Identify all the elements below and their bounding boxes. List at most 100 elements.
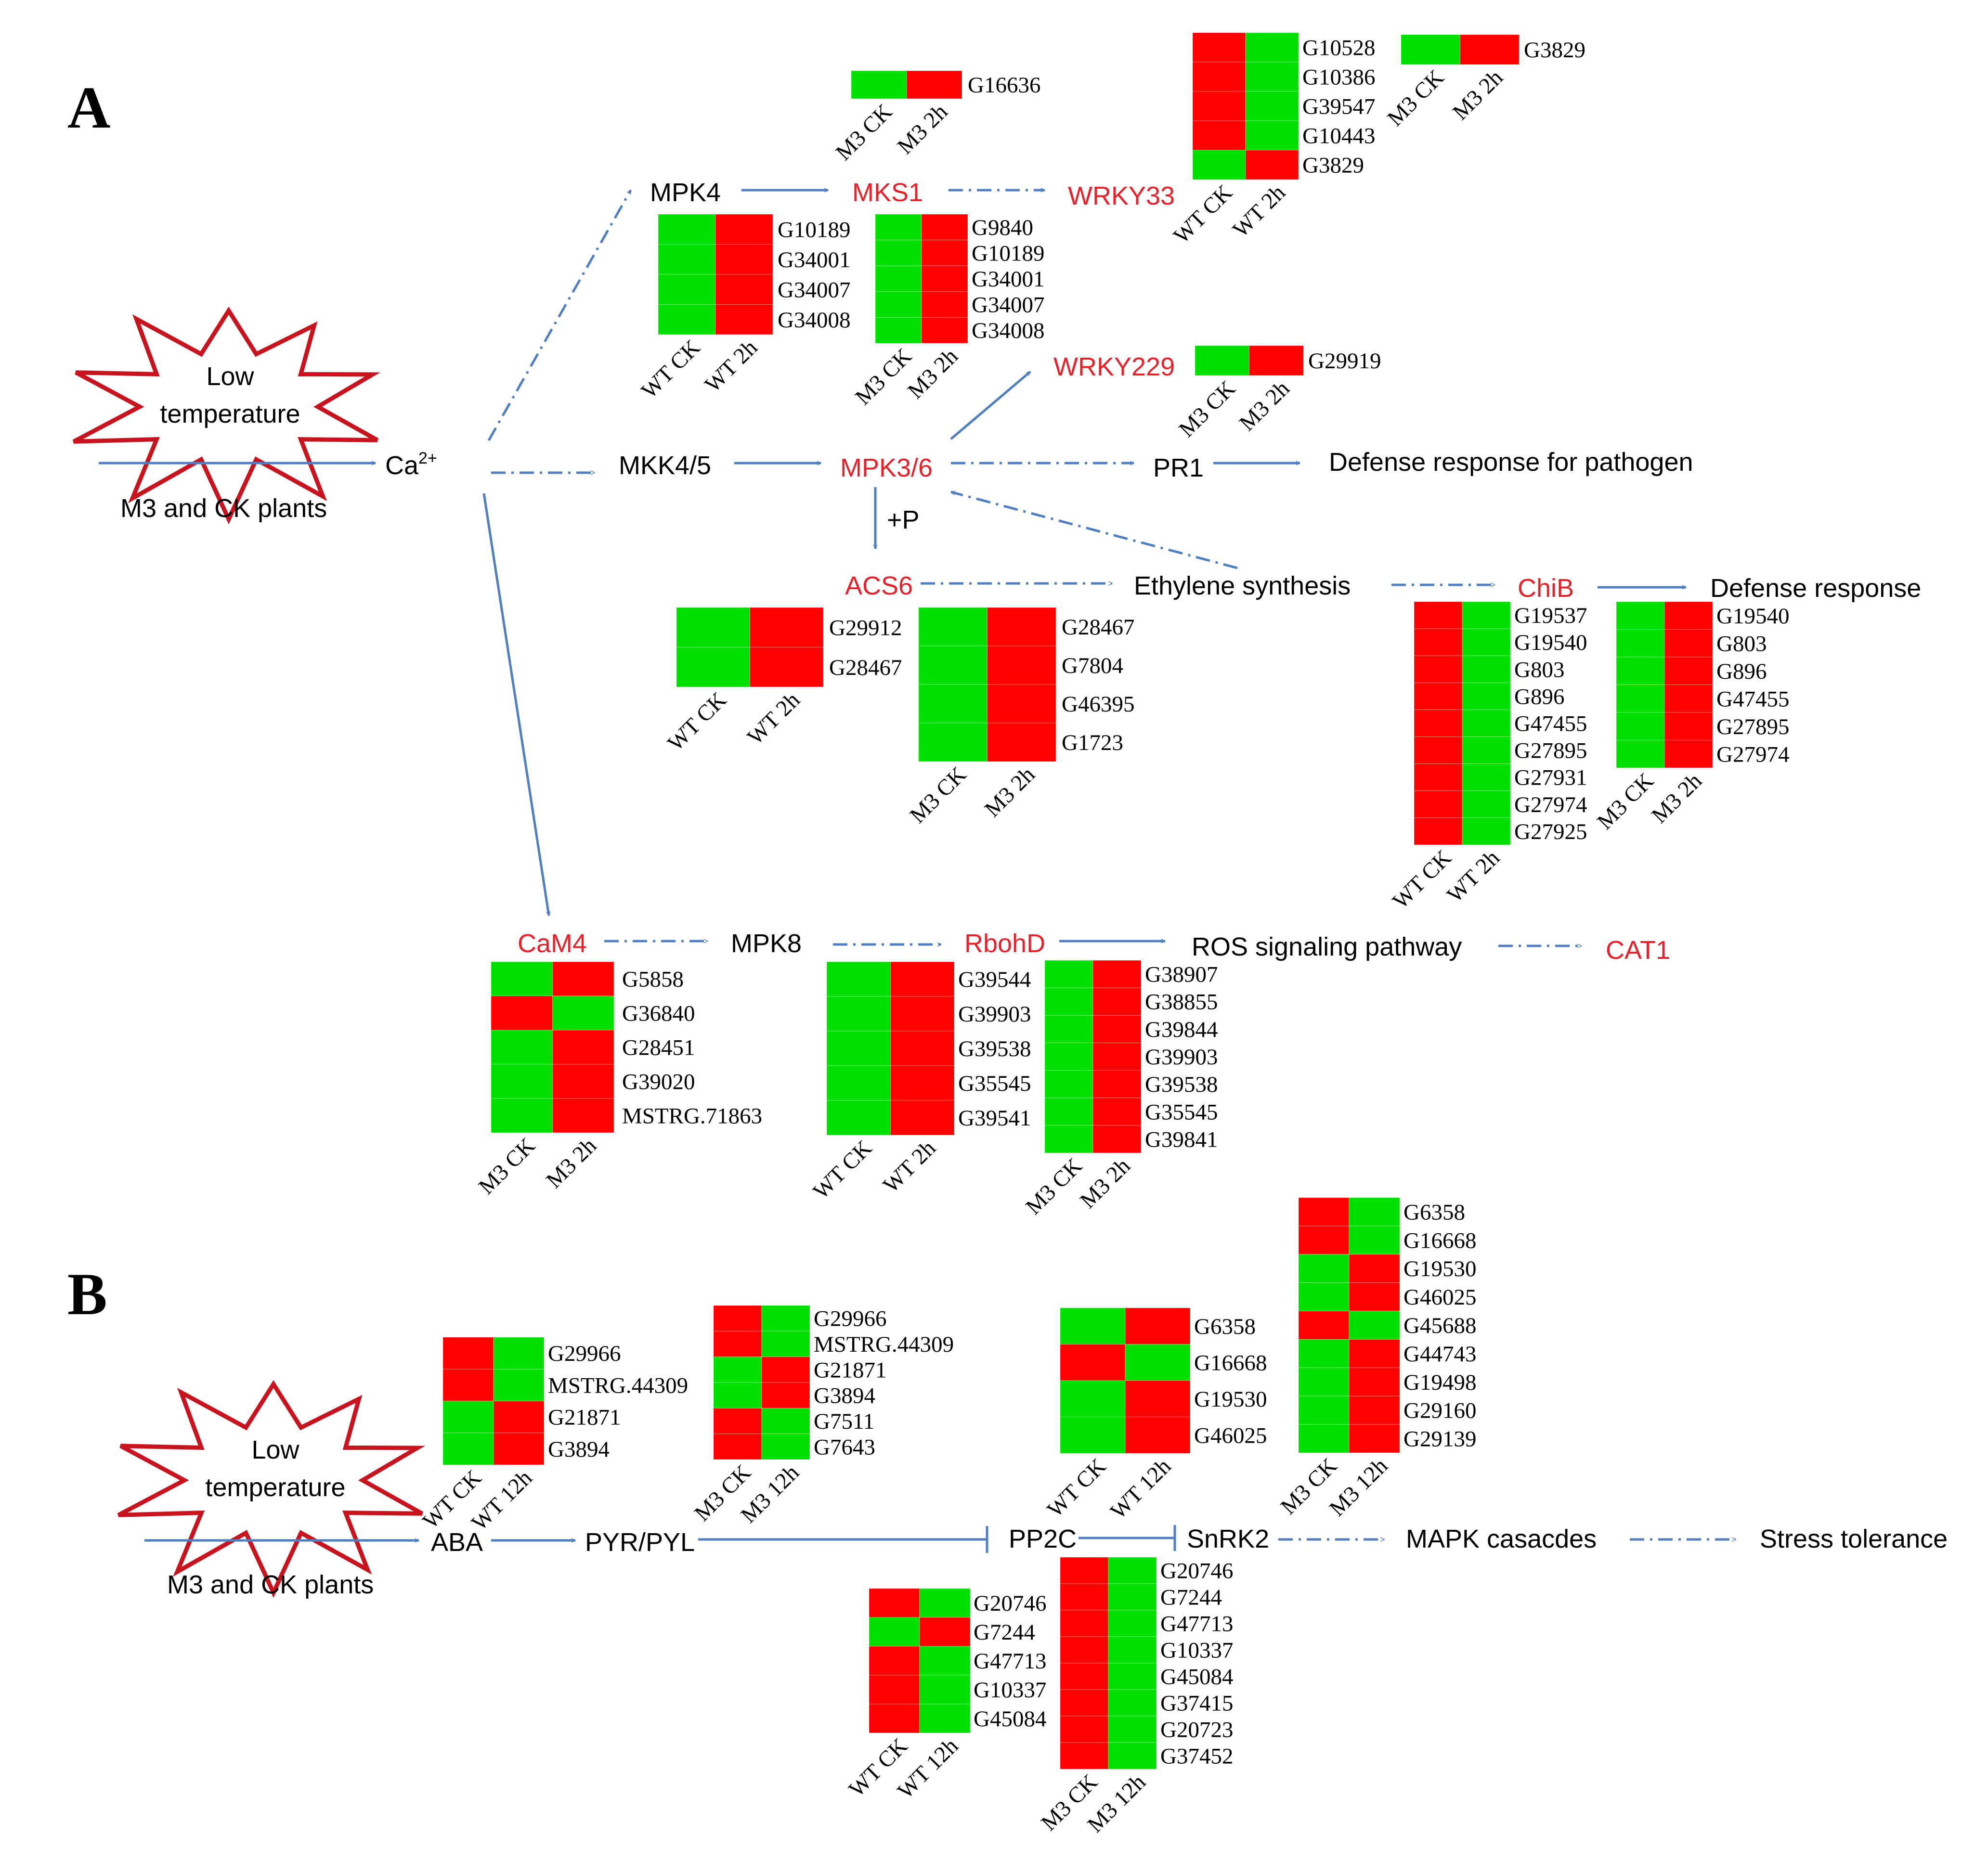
heatmap-cell: [1245, 62, 1299, 92]
heatmap-cell: [1616, 601, 1665, 630]
heatmap-cell: [750, 647, 824, 687]
heatmap-cell: [1414, 763, 1463, 791]
heatmap-cell: [552, 1098, 614, 1133]
heatmap-cell: [1044, 1070, 1093, 1099]
gene-label: G3894: [548, 1437, 610, 1462]
gene-label: G47455: [1514, 711, 1587, 737]
column-label: WT CK: [637, 335, 705, 403]
low-temperature-burst-b: Low temperature: [117, 1380, 426, 1598]
heatmap-acs6-wt: G29912 G28467 WT CK WT 2h: [663, 607, 902, 756]
heatmap-cell: [1060, 1344, 1126, 1381]
gene-label: G896: [1514, 684, 1564, 709]
heatmap-cell: [826, 1100, 891, 1136]
heatmap-cell: [493, 1433, 545, 1465]
gene-label: G35545: [958, 1071, 1031, 1096]
heatmap-cell: [1349, 1282, 1400, 1312]
heatmap-cam4-m3: G5858 G36840 G28451 G39020 MSTRG.71863 M3 CK M…: [474, 961, 762, 1199]
ca-text: Ca: [385, 451, 419, 480]
heatmap-cell: [1349, 1396, 1400, 1425]
gene-label: G10189: [778, 217, 850, 242]
heatmap-cell: [987, 646, 1056, 685]
heatmap-cell: [1192, 120, 1246, 151]
heatmap-cell: [875, 317, 922, 344]
heatmap-cell: [1092, 1042, 1142, 1071]
column-label: M3 2h: [1234, 376, 1294, 436]
heatmap-cell: [1044, 987, 1093, 1016]
gene-label: G19540: [1514, 630, 1587, 655]
gene-label: G10386: [1302, 65, 1375, 90]
heatmap-cell: [442, 1433, 494, 1465]
heatmap-cell: [890, 1031, 955, 1066]
node-defense: Defense response: [1710, 574, 1921, 603]
node-chib: ChiB: [1518, 574, 1574, 603]
heatmap-cell: [491, 995, 553, 1031]
node-defense-pathogen: Defense response for pathogen: [1329, 448, 1693, 477]
gene-label: G39541: [958, 1106, 1031, 1131]
heatmap-cell: [987, 684, 1056, 724]
heatmap-cell: [1060, 1742, 1109, 1770]
heatmap-cell: [1298, 1367, 1350, 1396]
column-label: M3 CK: [1174, 376, 1240, 442]
heatmap-cell: [1092, 987, 1142, 1016]
gene-label: G7804: [1062, 653, 1123, 678]
heatmap-cell: [658, 304, 716, 335]
heatmap-cell: [826, 996, 891, 1032]
gene-label: G37415: [1160, 1691, 1233, 1716]
heatmap-cell: [1401, 34, 1460, 65]
heatmap-cell: [869, 1675, 920, 1705]
heatmap-cell: [1298, 1254, 1350, 1283]
heatmap-cell: [875, 265, 922, 292]
heatmap-cell: [1664, 657, 1713, 685]
heatmap-cell: [1108, 1689, 1157, 1717]
heatmap-cell: [1462, 790, 1511, 818]
gene-label: G7244: [1160, 1585, 1222, 1610]
heatmap-cell: [1349, 1424, 1400, 1453]
heatmap-cell: [987, 607, 1056, 646]
gene-label: G19537: [1514, 603, 1587, 628]
heatmap-cell: [715, 304, 773, 335]
heatmap-cell: [1462, 763, 1511, 791]
gene-label: G7511: [814, 1409, 874, 1434]
gene-label: G28451: [622, 1035, 695, 1060]
heatmap-rbohd-wt: G39544 G39903 G39538 G35545 G39541 WT CK WT 2h: [808, 961, 1031, 1204]
heatmap-cell: [715, 274, 773, 305]
heatmap-cell: [921, 214, 968, 241]
heatmap-cell: [1060, 1663, 1109, 1690]
gene-label: G803: [1514, 657, 1564, 682]
gene-label: G27895: [1514, 738, 1587, 763]
gene-label: G6358: [1403, 1200, 1465, 1225]
heatmap-pp2c-m3: G6358 G16668 G19530 G46025 G45688 G44743 G1949…: [1276, 1197, 1476, 1521]
gene-label: G34008: [972, 318, 1044, 343]
heatmap-cell: [1192, 150, 1246, 180]
gene-label: G28467: [829, 655, 902, 680]
node-pr1: PR1: [1153, 453, 1204, 482]
column-label: M3 2h: [980, 762, 1039, 822]
gene-label: G38907: [1145, 962, 1218, 987]
gene-label: G19498: [1403, 1370, 1476, 1395]
node-rbohd: RbohD: [964, 929, 1045, 958]
heatmap-cell: [1298, 1197, 1350, 1227]
gene-label: G47455: [1716, 686, 1789, 711]
column-label: M3 12h: [1325, 1453, 1392, 1521]
burst-b-line2: temperature: [205, 1473, 345, 1502]
column-label: M3 2h: [903, 344, 962, 403]
node-cam4: CaM4: [518, 929, 587, 958]
heatmap-cell: [1616, 740, 1665, 768]
gene-label: G10337: [1160, 1638, 1233, 1663]
gene-label: G39020: [622, 1070, 695, 1095]
node-aba: ABA: [431, 1528, 483, 1557]
heatmap-cell: [1462, 682, 1511, 710]
column-label: M3 2h: [1448, 65, 1507, 125]
column-label: WT CK: [808, 1136, 877, 1204]
column-label: WT 2h: [1442, 845, 1504, 907]
gene-label: G19530: [1403, 1256, 1476, 1281]
node-stress: Stress tolerance: [1760, 1525, 1948, 1553]
gene-label: G44743: [1403, 1342, 1476, 1367]
column-label: WT CK: [1042, 1454, 1111, 1522]
heatmap-cell: [1060, 1636, 1109, 1664]
heatmap-cell: [1616, 657, 1665, 685]
